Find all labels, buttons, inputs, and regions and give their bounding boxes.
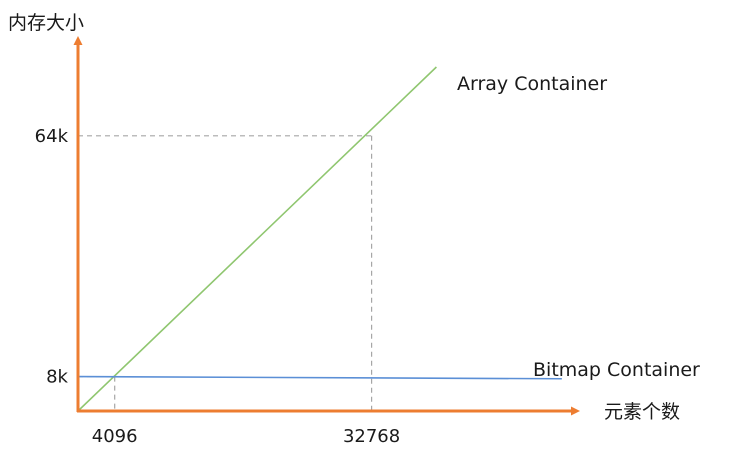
series-line-1 [77, 375, 562, 380]
x-axis-title: 元素个数 [604, 401, 680, 423]
y-tick-labels: 8k 64k [35, 126, 69, 388]
y-tick-label-1: 64k [35, 126, 69, 147]
series-lines [77, 66, 562, 412]
y-tick-label-0: 8k [46, 367, 68, 388]
series-label-1: Bitmap Container [533, 359, 700, 381]
axes [73, 36, 580, 416]
x-axis-arrow-icon [571, 406, 580, 416]
x-tick-label-1: 32768 [343, 426, 400, 447]
series-line-0 [77, 66, 437, 412]
x-tick-label-0: 4096 [92, 426, 138, 447]
series-label-0: Array Container [457, 73, 607, 95]
y-axis-title: 内存大小 [8, 12, 84, 34]
y-axis-arrow-icon [73, 36, 83, 45]
series-labels: Array Container Bitmap Container [457, 73, 700, 381]
x-tick-labels: 4096 32768 [92, 426, 400, 447]
